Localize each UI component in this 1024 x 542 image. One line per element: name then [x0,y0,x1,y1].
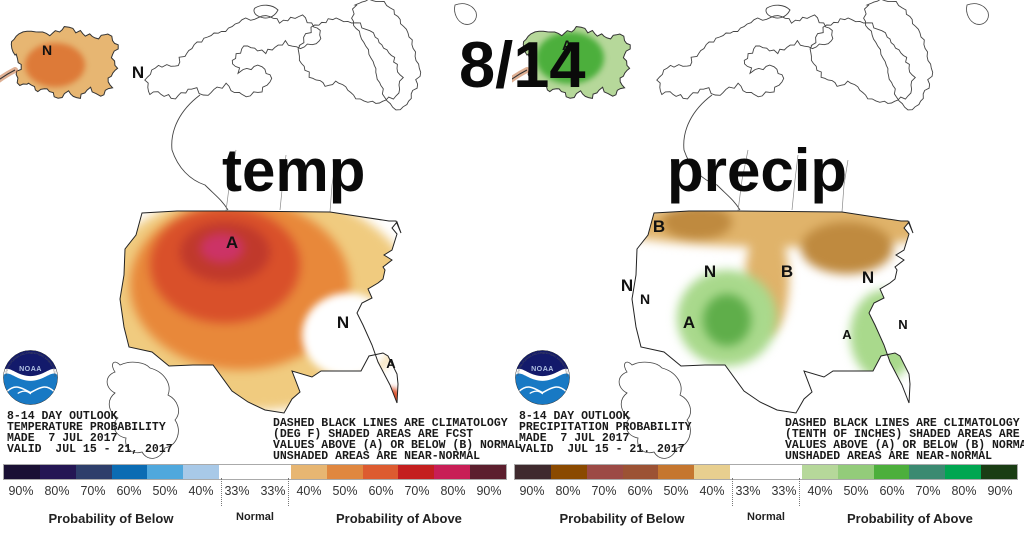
svg-text:A: A [386,356,396,371]
svg-text:NOAA: NOAA [531,365,554,373]
svg-text:N: N [337,313,349,332]
svg-text:A: A [683,313,695,332]
svg-text:N: N [621,276,633,295]
svg-text:N: N [42,42,52,58]
svg-text:A: A [842,327,852,342]
svg-text:NOAA: NOAA [19,365,42,373]
svg-text:B: B [781,262,793,281]
svg-text:N: N [704,262,716,281]
svg-text:A: A [226,233,238,252]
svg-text:B: B [653,217,665,236]
svg-text:N: N [132,63,144,82]
svg-text:N: N [898,317,907,332]
svg-text:N: N [862,268,874,287]
svg-text:N: N [640,291,650,307]
